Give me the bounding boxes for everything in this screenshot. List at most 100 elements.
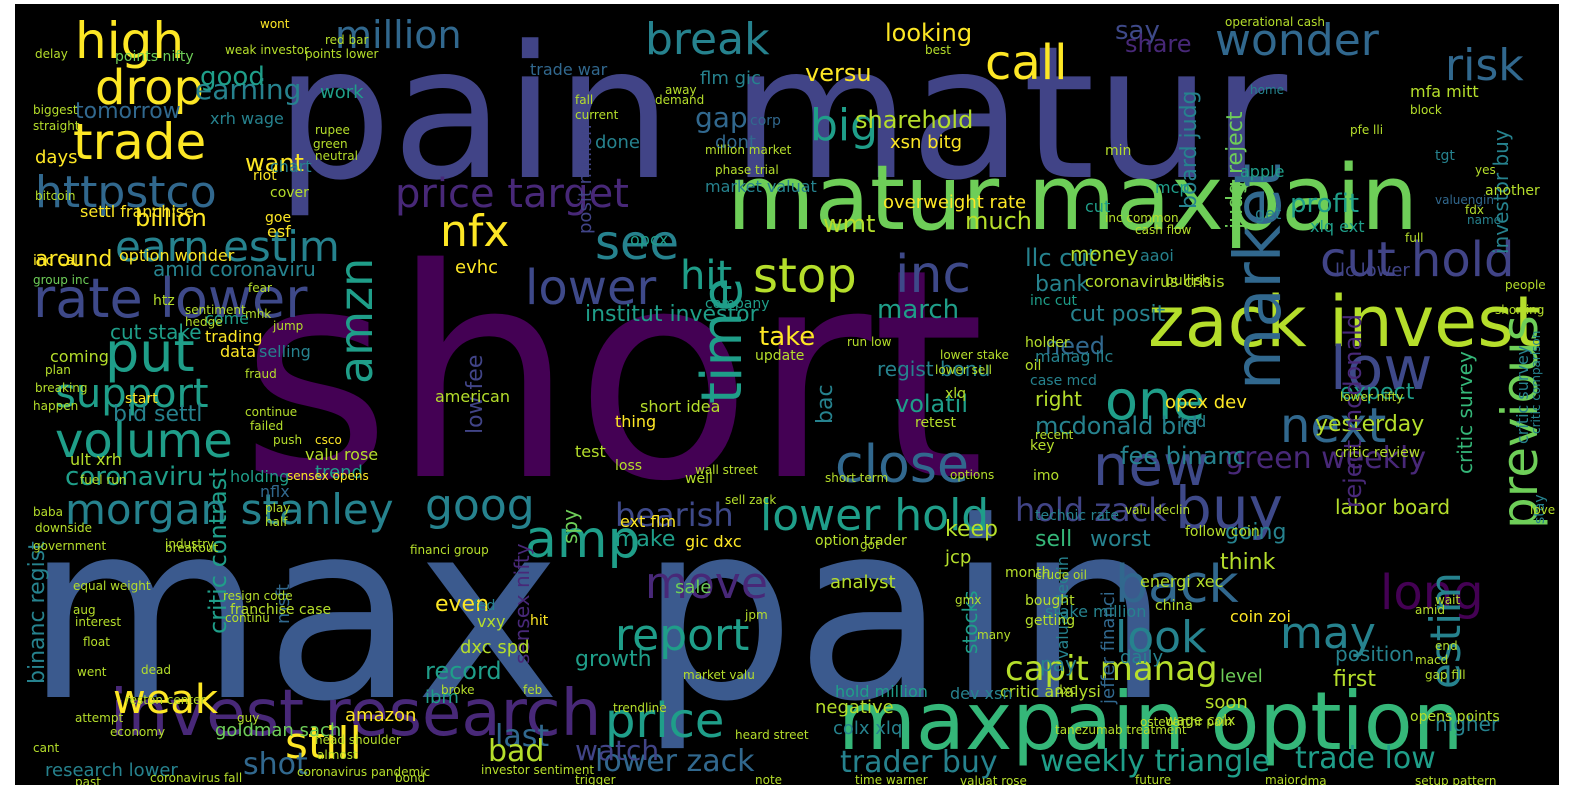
word-option-trader: full <box>1405 231 1424 245</box>
word-morgan-stanley: morgan stanley <box>65 485 394 534</box>
word-stop: stop <box>753 248 857 304</box>
word-plan: industry <box>165 537 215 551</box>
word-market-valu: broke <box>441 683 475 697</box>
word-technic-rate: option trader <box>815 533 907 549</box>
word-min: best <box>925 43 951 57</box>
word-critic-analysi: critic analysi <box>1000 682 1101 701</box>
word-level: level <box>1220 666 1263 687</box>
word-trend: trend <box>315 462 363 483</box>
word-max-pain: max pain <box>25 470 1171 756</box>
word-many: bought <box>1025 593 1075 609</box>
word-sell-zack: financi group <box>410 543 489 557</box>
word-march: march <box>877 295 960 325</box>
word-worst: worst <box>1090 527 1151 552</box>
word-start: htz <box>153 293 175 309</box>
word-nflx: nflx <box>260 482 290 501</box>
word-close: close <box>835 435 969 495</box>
word-price-target: price target <box>395 171 629 217</box>
word-amp: amp <box>525 510 641 570</box>
word-done: done <box>595 132 640 153</box>
word-overweight-rate: overweight rate <box>883 192 1027 213</box>
word-buy: buy <box>1175 474 1283 542</box>
word-future: major <box>1265 773 1300 785</box>
word-straight: biggest <box>33 103 78 117</box>
word-matur-maxpain: matur maxpain <box>727 146 1419 251</box>
word-good: good <box>200 62 265 92</box>
word-sharehold: sharehold <box>855 106 974 134</box>
word-rupee: green <box>313 137 348 151</box>
word-rate-lower: rate lower <box>33 267 308 330</box>
word-holder: update <box>755 348 805 364</box>
word-coronavirus-fall: economy <box>110 725 166 739</box>
word-best: million market <box>705 143 792 157</box>
word-support: support <box>55 371 209 417</box>
word-jump: mhk <box>245 307 272 321</box>
word-hit: hit <box>680 253 733 299</box>
word-past: guy <box>237 711 260 725</box>
word-fed: csco <box>315 433 342 447</box>
word-continue: fraud <box>245 367 277 381</box>
word-trade-war: trade war <box>530 60 608 79</box>
word-dont: dont <box>715 132 756 153</box>
word-half: play <box>265 501 291 515</box>
word-fear: plan <box>45 363 71 377</box>
word-lower: lower <box>525 260 657 316</box>
word-dead: equal weight <box>73 579 151 593</box>
word-colx-xlq: colx xlq <box>833 718 903 739</box>
word-earning: earning <box>195 73 302 106</box>
word-settl-franchise: settl franchise <box>80 202 194 221</box>
word-shot: shot <box>243 747 308 782</box>
word-keep: keep <box>945 517 998 542</box>
word-major: trigger <box>575 773 616 785</box>
word-demand: away <box>665 83 697 97</box>
word-still: still <box>285 718 362 769</box>
word-almost: cant <box>33 741 60 755</box>
word-riot: cover <box>270 185 309 201</box>
word-posit-million: posit million <box>575 124 596 234</box>
word-want: want <box>245 149 304 177</box>
word-green: current <box>575 108 619 122</box>
word-coming: coming <box>50 347 109 366</box>
word-government: baba <box>33 505 63 519</box>
word-update: run low <box>847 335 892 349</box>
word-hedge: sentiment <box>185 303 246 317</box>
word-biggest: bitcoin <box>35 189 76 203</box>
word-xrh-wage: xrh wage <box>210 109 284 128</box>
word-reston-center: setup pattern <box>1415 774 1497 785</box>
word-happen: neutral <box>315 149 358 163</box>
word-wait: china <box>1155 598 1193 614</box>
word-pay: pay <box>1040 652 1077 676</box>
word-volatil: volatil <box>895 390 969 418</box>
word-guy: almost <box>317 748 358 762</box>
word-chart: chart <box>270 157 312 176</box>
word-fdx: yes <box>1475 163 1496 177</box>
word-come: corp <box>750 113 781 129</box>
word-dma: opens points <box>1410 709 1500 725</box>
word-downside: bond <box>395 771 426 785</box>
word-broke: feb <box>523 683 543 697</box>
word-cut-hold: cut hold <box>1320 232 1515 288</box>
word-tanezumab-treatment: coronavirus pandemic <box>297 765 431 779</box>
word-sentiment: happen <box>33 399 79 413</box>
word-zack-invest: zack invest <box>1148 281 1542 363</box>
word-trader-buy: trader buy <box>840 745 998 780</box>
word-higher: higher <box>1435 712 1500 736</box>
word-wmt: wmt <box>823 210 876 238</box>
word-negative: negative <box>815 697 894 718</box>
word-thing: red <box>1180 412 1207 431</box>
word-crude-oil: inc common <box>1105 211 1179 225</box>
word-month: jpm <box>745 608 768 622</box>
word-see: see <box>595 215 680 271</box>
word-ibm: ibm <box>425 687 459 708</box>
word-valu-rose: valu rose <box>305 445 379 464</box>
word-next: next <box>1280 398 1387 454</box>
word-vxy: vxy <box>477 612 506 631</box>
word-setup-pattern: dma <box>1300 774 1327 785</box>
word-get: get <box>1255 204 1282 223</box>
word-watch: watch <box>575 734 660 767</box>
word-sensex-opens: lower nifty <box>1340 390 1404 404</box>
word-bid-settl: bid settl <box>113 402 203 427</box>
word-cut-posit: cut posit <box>1070 302 1166 327</box>
word-trading: trading <box>205 327 263 346</box>
word-china: energi xec <box>1140 572 1224 591</box>
